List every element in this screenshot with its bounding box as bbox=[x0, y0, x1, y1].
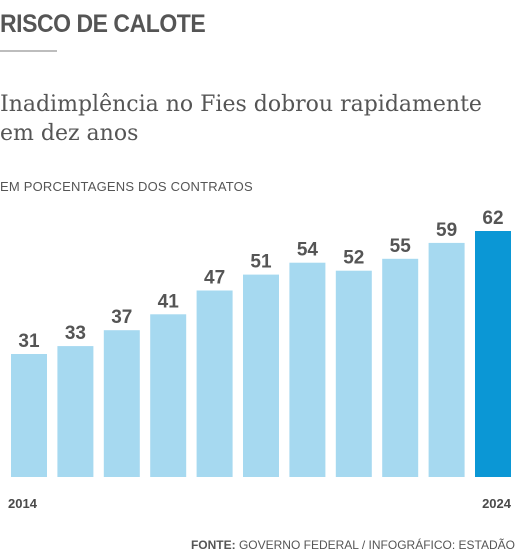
source-note: FONTE: GOVERNO FEDERAL / INFOGRÁFICO: ES… bbox=[191, 538, 515, 552]
value-label-9: 59 bbox=[436, 220, 457, 241]
value-label-2: 37 bbox=[111, 307, 132, 328]
value-label-6: 54 bbox=[297, 240, 319, 261]
x-tick-label-0: 2014 bbox=[8, 496, 38, 511]
bar-9 bbox=[428, 242, 465, 477]
bar-chart: 31 2014 33 37 41 47 51 54 52 55 59 62 2024 bbox=[8, 208, 512, 511]
value-label-4: 47 bbox=[204, 268, 225, 289]
bar-8 bbox=[382, 258, 419, 477]
bar-1 bbox=[57, 346, 94, 477]
value-label-7: 52 bbox=[343, 248, 364, 269]
bar-5 bbox=[243, 274, 279, 477]
value-label-5: 51 bbox=[250, 252, 272, 273]
kicker-divider bbox=[0, 50, 57, 52]
chart-kicker: RISCO DE CALOTE bbox=[0, 10, 206, 38]
value-label-10: 62 bbox=[482, 208, 503, 229]
bar-3 bbox=[150, 314, 187, 477]
source-label: FONTE: bbox=[190, 538, 236, 552]
bar-10 bbox=[475, 231, 511, 477]
chart-title: Inadimplência no Fies dobrou rapidamente… bbox=[0, 92, 482, 146]
bar-2 bbox=[103, 330, 140, 477]
chart-subtitle: EM PORCENTAGENS DOS CONTRATOS bbox=[0, 179, 253, 194]
value-label-1: 33 bbox=[65, 323, 86, 344]
bar-4 bbox=[196, 290, 233, 477]
bar-0 bbox=[11, 354, 47, 477]
value-label-3: 41 bbox=[158, 291, 180, 312]
bar-6 bbox=[289, 262, 326, 477]
x-tick-label-10: 2024 bbox=[482, 496, 512, 511]
source-text: GOVERNO FEDERAL / INFOGRÁFICO: ESTADÃO bbox=[238, 538, 515, 552]
bar-7 bbox=[335, 270, 372, 477]
value-label-8: 55 bbox=[390, 236, 412, 257]
value-label-0: 31 bbox=[18, 331, 40, 352]
